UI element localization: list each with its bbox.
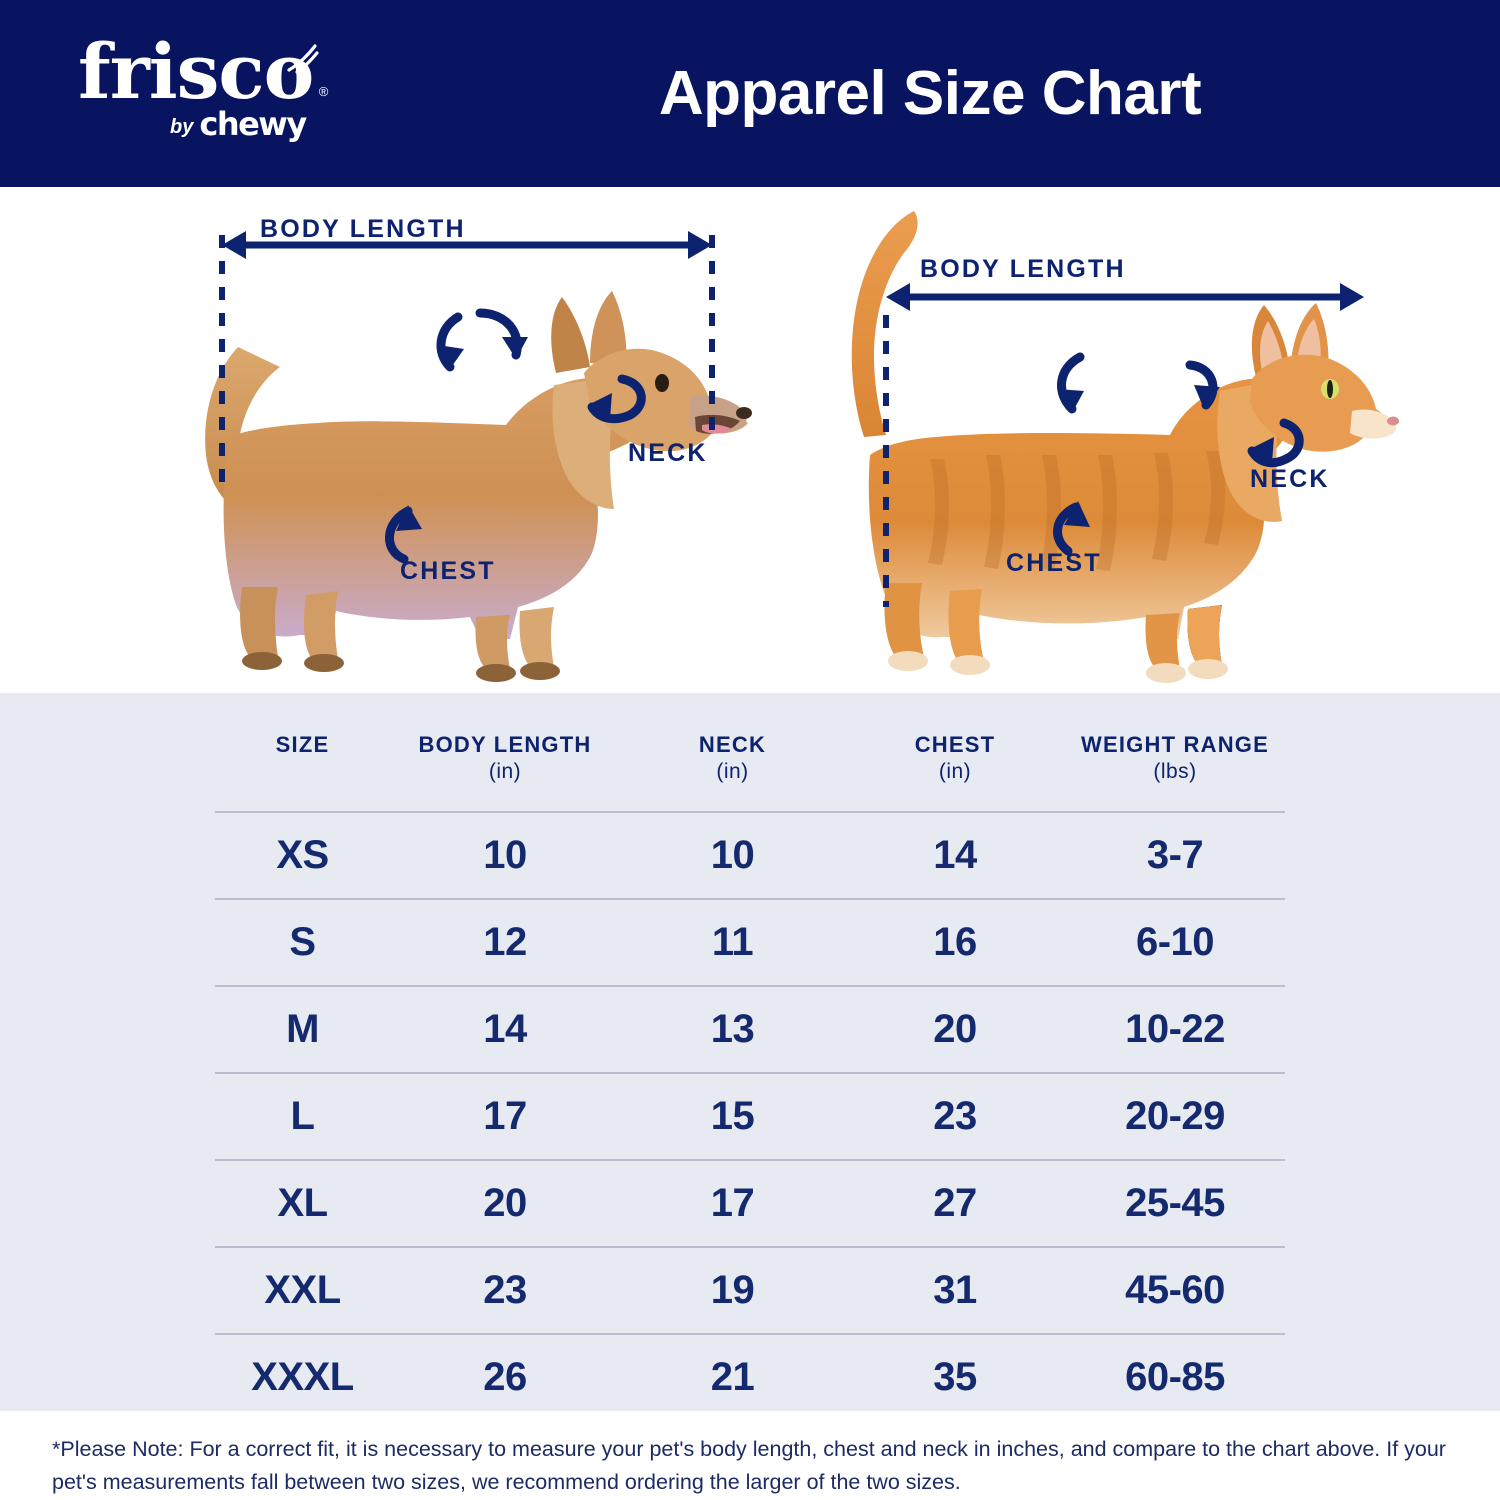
brand-name: frisco: [78, 27, 314, 116]
byline-chewy: chewy: [199, 105, 307, 144]
column-unit: (in): [488, 759, 522, 783]
byline-prefix: by: [170, 115, 194, 138]
dog-diagram: BODY LENGTH NECK CHEST: [150, 187, 770, 693]
table-body: XS 10 10 14 3-7 S 12 11 16 6-10 M 14 13: [215, 810, 1285, 1420]
table-header: SIZE BODY LENGTH (in) NECK (in) CHEST (i…: [215, 723, 1285, 812]
table-row: XL 20 17 27 25-45: [215, 1158, 1285, 1247]
page-footer: *Please Note: For a correct fit, it is n…: [0, 1411, 1500, 1500]
cell-neck: 10: [620, 810, 845, 899]
cell-body-length: 26: [390, 1332, 620, 1420]
footer-note: *Please Note: For a correct fit, it is n…: [52, 1437, 1446, 1495]
dog-illustration: [205, 231, 752, 682]
cell-neck: 11: [620, 897, 845, 986]
column-label: SIZE: [275, 732, 330, 757]
dog-chest-label: CHEST: [400, 557, 496, 585]
cell-size: L: [215, 1071, 390, 1160]
cat-diagram: BODY LENGTH NECK CHEST: [790, 187, 1410, 693]
brand-wordmark: frisco ®: [78, 34, 328, 110]
cell-weight: 6-10: [1065, 897, 1285, 986]
size-table-section: SIZE BODY LENGTH (in) NECK (in) CHEST (i…: [0, 693, 1500, 1420]
column-label: WEIGHT RANGE: [1081, 732, 1269, 757]
column-label: BODY LENGTH: [418, 732, 592, 757]
cell-weight: 3-7: [1065, 810, 1285, 899]
cat-illustration: [851, 211, 1399, 683]
column-unit: (in): [716, 759, 749, 783]
table-row: M 14 13 20 10-22: [215, 984, 1285, 1073]
cell-neck: 13: [620, 984, 845, 1073]
registered-mark: ®: [318, 83, 329, 99]
column-unit: (lbs): [1153, 759, 1197, 783]
cell-neck: 17: [620, 1158, 845, 1247]
table-header-row: SIZE BODY LENGTH (in) NECK (in) CHEST (i…: [215, 723, 1285, 812]
table-row: XXXL 26 21 35 60-85: [215, 1332, 1285, 1420]
cell-size: XL: [215, 1158, 390, 1247]
brand-byline: by chewy: [170, 105, 378, 144]
cat-neck-label: NECK: [1250, 465, 1330, 493]
illustration-band: BODY LENGTH NECK CHEST: [0, 187, 1500, 693]
cell-neck: 21: [620, 1332, 845, 1420]
swoosh-icon: [287, 44, 319, 74]
cell-body-length: 17: [390, 1071, 620, 1160]
column-header-chest: CHEST (in): [845, 723, 1065, 812]
brand-logo: frisco ® by chewy: [78, 34, 378, 144]
cell-body-length: 10: [390, 810, 620, 899]
cell-body-length: 14: [390, 984, 620, 1073]
cell-chest: 31: [845, 1245, 1065, 1334]
cell-size: M: [215, 984, 390, 1073]
cell-weight: 10-22: [1065, 984, 1285, 1073]
cell-size: XS: [215, 810, 390, 899]
cell-chest: 23: [845, 1071, 1065, 1160]
column-label: CHEST: [914, 732, 996, 757]
table-row: S 12 11 16 6-10: [215, 897, 1285, 986]
cell-weight: 25-45: [1065, 1158, 1285, 1247]
column-header-body-length: BODY LENGTH (in): [390, 723, 620, 812]
cell-chest: 20: [845, 984, 1065, 1073]
page-header: frisco ® by chewy Apparel Size Chart: [0, 0, 1500, 187]
dog-neck-label: NECK: [628, 439, 708, 467]
cell-weight: 45-60: [1065, 1245, 1285, 1334]
page-title: Apparel Size Chart: [658, 59, 1202, 128]
cell-chest: 35: [845, 1332, 1065, 1420]
column-header-neck: NECK (in): [620, 723, 845, 812]
column-label: NECK: [698, 732, 767, 757]
column-unit: (in): [938, 759, 972, 783]
column-header-weight-range: WEIGHT RANGE (lbs): [1065, 723, 1285, 812]
cell-body-length: 23: [390, 1245, 620, 1334]
cell-size: S: [215, 897, 390, 986]
size-table: SIZE BODY LENGTH (in) NECK (in) CHEST (i…: [215, 723, 1285, 1420]
dog-body-length-label: BODY LENGTH: [260, 215, 466, 243]
table-row: XS 10 10 14 3-7: [215, 810, 1285, 899]
cell-chest: 14: [845, 810, 1065, 899]
cell-neck: 15: [620, 1071, 845, 1160]
cell-neck: 19: [620, 1245, 845, 1334]
table-row: L 17 15 23 20-29: [215, 1071, 1285, 1160]
cell-chest: 16: [845, 897, 1065, 986]
cell-chest: 27: [845, 1158, 1065, 1247]
cat-body-length-label: BODY LENGTH: [920, 255, 1126, 283]
cell-body-length: 12: [390, 897, 620, 986]
cell-size: XXXL: [215, 1332, 390, 1420]
table-row: XXL 23 19 31 45-60: [215, 1245, 1285, 1334]
cell-weight: 60-85: [1065, 1332, 1285, 1420]
cell-weight: 20-29: [1065, 1071, 1285, 1160]
cat-chest-label: CHEST: [1006, 549, 1102, 577]
cell-body-length: 20: [390, 1158, 620, 1247]
cell-size: XXL: [215, 1245, 390, 1334]
column-header-size: SIZE: [215, 723, 390, 812]
